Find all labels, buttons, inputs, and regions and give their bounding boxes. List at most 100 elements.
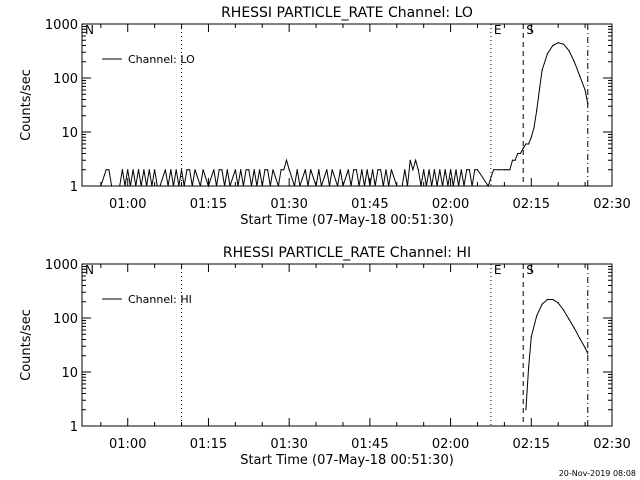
data-point	[264, 169, 266, 171]
event-marker-label: N	[85, 263, 94, 277]
series-line	[525, 299, 589, 410]
data-point	[156, 185, 158, 187]
y-tick-label: 10	[61, 366, 78, 381]
data-point	[568, 318, 570, 320]
data-point	[388, 185, 390, 187]
x-tick-label: 01:15	[190, 437, 227, 452]
data-point	[380, 169, 382, 171]
data-point	[100, 185, 102, 187]
data-point	[441, 185, 444, 187]
data-point	[121, 169, 123, 171]
data-point	[468, 169, 470, 171]
data-point	[573, 327, 575, 329]
data-point	[458, 185, 460, 187]
data-point	[579, 75, 581, 77]
chart-panel-1: RHESSI PARTICLE_RATE Channel: LO 1 10 100 10…	[19, 5, 631, 228]
event-marker-label: E	[494, 263, 502, 277]
y-axis-label: Counts/sec	[19, 69, 34, 141]
data-point	[563, 43, 565, 45]
data-point	[385, 169, 387, 171]
data-point	[189, 169, 191, 171]
data-point	[224, 185, 226, 187]
y-axis-label: Counts/sec	[19, 309, 34, 381]
data-point	[337, 185, 339, 187]
x-axis-label: Start Time (07-May-18 00:51:30)	[240, 453, 454, 468]
data-point	[517, 152, 519, 155]
data-point	[463, 185, 465, 187]
data-point	[167, 185, 169, 187]
data-point	[148, 169, 150, 171]
data-point	[530, 336, 532, 338]
data-point	[573, 61, 575, 63]
data-point	[307, 185, 309, 187]
data-point	[347, 169, 349, 171]
data-point	[259, 169, 261, 171]
data-point	[396, 185, 398, 187]
x-tick-label: 01:30	[270, 437, 307, 452]
x-tick-label: 02:30	[593, 197, 630, 212]
data-point	[245, 169, 247, 171]
data-point	[304, 169, 306, 171]
data-point	[528, 367, 530, 369]
data-point	[557, 302, 559, 304]
x-axis-label: Start Time (07-May-18 00:51:30)	[240, 213, 454, 228]
data-point	[342, 185, 344, 187]
data-point	[536, 315, 538, 317]
plot-timestamp: 20-Nov-2019 08:08	[559, 469, 636, 478]
data-point	[431, 185, 433, 187]
y-tick-label: 100	[53, 72, 78, 87]
data-point	[194, 169, 196, 171]
data-point	[487, 185, 489, 187]
data-point	[493, 169, 495, 171]
data-point	[172, 185, 175, 187]
x-tick-label: 02:15	[513, 197, 550, 212]
data-point	[404, 169, 406, 171]
data-point	[199, 185, 201, 187]
data-point	[132, 169, 134, 171]
data-point	[546, 298, 549, 301]
data-point	[536, 109, 538, 112]
data-point	[409, 159, 411, 161]
data-point	[372, 169, 374, 171]
data-point	[514, 159, 516, 161]
data-point	[506, 169, 508, 171]
legend-label: Channel: HI	[128, 293, 192, 306]
data-point	[146, 185, 148, 187]
data-point	[280, 169, 282, 171]
data-point	[269, 185, 271, 187]
data-point	[466, 169, 468, 171]
data-point	[355, 169, 357, 171]
data-point	[288, 169, 290, 171]
data-point	[450, 169, 452, 171]
data-point	[361, 169, 363, 171]
data-point	[331, 169, 333, 171]
event-marker-label: E	[494, 23, 502, 37]
x-tick-label: 01:45	[351, 437, 388, 452]
data-point	[420, 185, 422, 187]
data-point	[366, 169, 368, 171]
y-tick-label: 100	[53, 312, 78, 327]
data-point	[164, 169, 166, 171]
data-point	[436, 185, 438, 187]
data-point	[369, 185, 371, 187]
x-tick-label: 01:45	[351, 197, 388, 212]
data-point	[293, 185, 296, 187]
data-point	[538, 89, 541, 91]
data-point	[522, 147, 524, 149]
data-point	[183, 185, 185, 187]
data-point	[253, 169, 255, 171]
data-point	[498, 169, 500, 171]
x-tick-label: 01:00	[109, 437, 146, 452]
chart-title: RHESSI PARTICLE_RATE Channel: LO	[221, 5, 473, 21]
event-marker-label: S	[526, 23, 534, 37]
x-tick-label: 01:00	[109, 197, 146, 212]
data-point	[541, 69, 543, 71]
data-point	[285, 159, 288, 161]
data-point	[377, 169, 379, 171]
chart-title: RHESSI PARTICLE_RATE Channel: HI	[223, 245, 471, 261]
data-point	[256, 185, 258, 187]
data-point	[240, 169, 242, 171]
data-point	[546, 53, 549, 55]
data-point	[137, 169, 140, 171]
